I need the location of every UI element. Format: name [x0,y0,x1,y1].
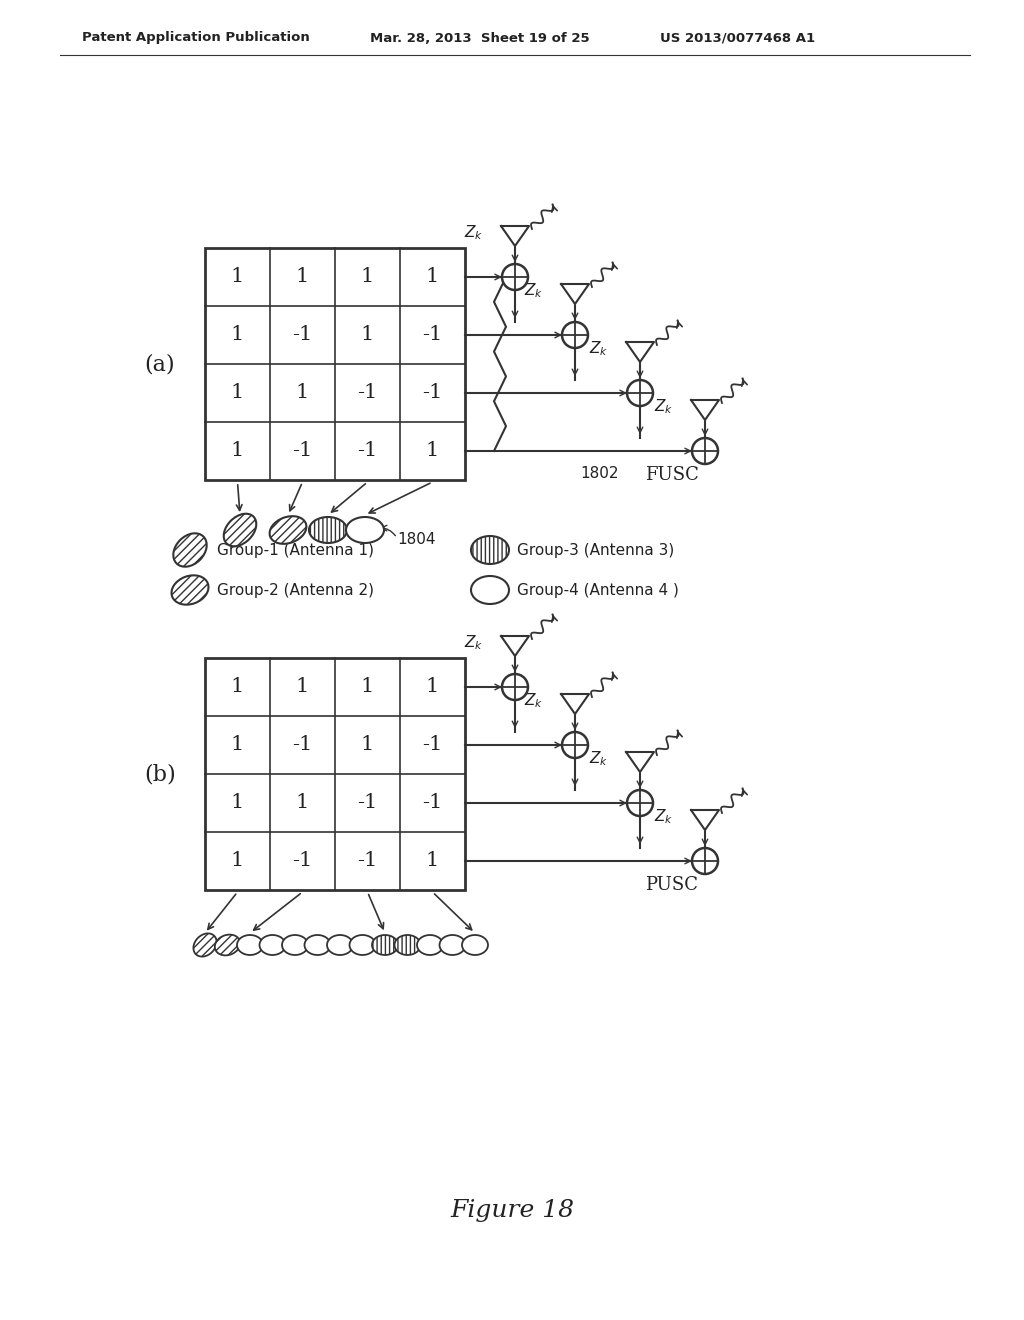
Text: -1: -1 [292,735,312,755]
Text: -1: -1 [357,793,378,813]
Ellipse shape [471,576,509,605]
Ellipse shape [194,933,217,957]
Text: 1: 1 [230,735,244,755]
Text: 1: 1 [230,326,244,345]
Text: 1804: 1804 [397,532,435,548]
Ellipse shape [215,935,241,956]
Ellipse shape [346,517,384,543]
Ellipse shape [349,935,376,954]
Text: -1: -1 [357,441,378,461]
Text: Patent Application Publication: Patent Application Publication [82,32,309,45]
Text: (b): (b) [144,763,176,785]
Text: 1: 1 [230,384,244,403]
Ellipse shape [462,935,488,954]
Polygon shape [626,342,654,362]
Text: -1: -1 [357,851,378,870]
Ellipse shape [223,513,256,546]
Text: 1: 1 [426,851,439,870]
Circle shape [692,847,718,874]
Text: 1: 1 [360,326,374,345]
Text: 1: 1 [296,793,309,813]
Text: 1: 1 [230,677,244,697]
Circle shape [692,438,718,465]
Ellipse shape [439,935,466,954]
Text: Group-2 (Antenna 2): Group-2 (Antenna 2) [217,582,374,598]
Text: -1: -1 [292,326,312,345]
Text: FUSC: FUSC [645,466,698,484]
Bar [205,657,465,890]
Polygon shape [691,810,719,830]
Text: Group-1 (Antenna 1): Group-1 (Antenna 1) [217,543,374,557]
Text: 1: 1 [230,793,244,813]
Circle shape [627,380,653,407]
Text: -1: -1 [292,441,312,461]
Text: PUSC: PUSC [645,876,698,894]
Text: $Z_k$: $Z_k$ [464,223,483,243]
Ellipse shape [417,935,443,954]
Text: $Z_k$: $Z_k$ [523,692,543,710]
Ellipse shape [171,576,209,605]
Text: 1: 1 [360,677,374,697]
Text: 1: 1 [230,268,244,286]
Polygon shape [561,284,589,304]
Text: 1: 1 [426,677,439,697]
Text: 1: 1 [360,268,374,286]
Circle shape [562,733,588,758]
Ellipse shape [394,935,421,954]
Text: -1: -1 [357,384,378,403]
Text: -1: -1 [422,735,442,755]
Polygon shape [691,400,719,420]
Text: $Z_k$: $Z_k$ [589,750,608,768]
Text: 1: 1 [426,441,439,461]
Text: 1: 1 [296,384,309,403]
Polygon shape [501,226,529,246]
Ellipse shape [471,536,509,564]
Text: $Z_k$: $Z_k$ [523,281,543,301]
Text: $Z_k$: $Z_k$ [589,339,608,358]
Ellipse shape [269,516,306,544]
Text: 1: 1 [426,268,439,286]
Bar [205,248,465,480]
Text: $Z_k$: $Z_k$ [464,634,483,652]
Ellipse shape [237,935,263,954]
Text: -1: -1 [422,326,442,345]
Ellipse shape [173,533,207,566]
Text: Mar. 28, 2013  Sheet 19 of 25: Mar. 28, 2013 Sheet 19 of 25 [370,32,590,45]
Text: Group-4 (Antenna 4 ): Group-4 (Antenna 4 ) [517,582,679,598]
Text: 1802: 1802 [580,466,618,480]
Text: 1: 1 [230,441,244,461]
Circle shape [502,675,528,700]
Ellipse shape [372,935,398,954]
Circle shape [627,789,653,816]
Text: 1: 1 [296,677,309,697]
Text: Group-3 (Antenna 3): Group-3 (Antenna 3) [517,543,674,557]
Text: $Z_k$: $Z_k$ [653,397,673,416]
Text: Figure 18: Figure 18 [450,1199,574,1221]
Circle shape [502,264,528,290]
Text: -1: -1 [292,851,312,870]
Ellipse shape [304,935,331,954]
Text: US 2013/0077468 A1: US 2013/0077468 A1 [660,32,815,45]
Text: -1: -1 [422,793,442,813]
Polygon shape [501,636,529,656]
Polygon shape [626,752,654,772]
Text: 1: 1 [360,735,374,755]
Text: 1: 1 [230,851,244,870]
Circle shape [562,322,588,348]
Text: (a): (a) [144,352,175,375]
Ellipse shape [282,935,308,954]
Text: 1: 1 [296,268,309,286]
Ellipse shape [309,517,347,543]
Ellipse shape [327,935,353,954]
Ellipse shape [259,935,286,954]
Text: -1: -1 [422,384,442,403]
Text: $Z_k$: $Z_k$ [653,808,673,826]
Polygon shape [561,694,589,714]
